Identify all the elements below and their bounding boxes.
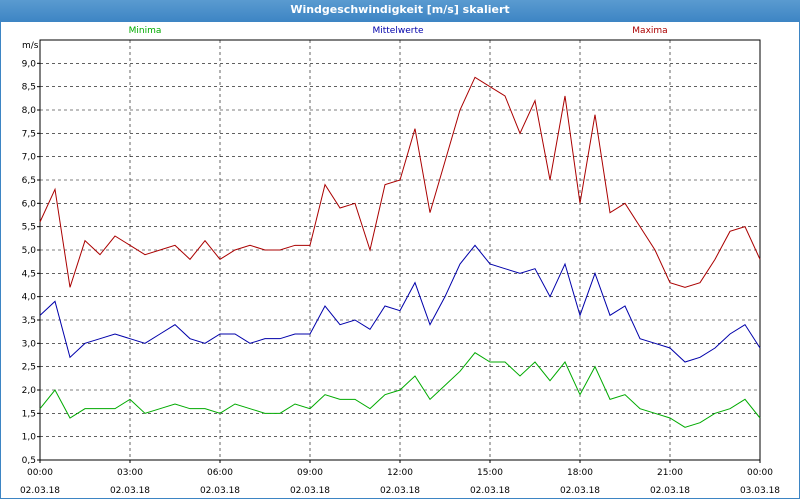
y-tick-label: 8,5: [22, 83, 36, 93]
x-tick-time-label: 09:00: [297, 468, 323, 478]
x-tick-date-label: 02.03.18: [200, 486, 240, 496]
y-tick-label: 7,5: [22, 129, 36, 139]
y-tick-label: 3,5: [22, 316, 36, 326]
x-tick-date-label: 02.03.18: [20, 486, 60, 496]
y-tick-label: 1,5: [22, 409, 36, 419]
x-tick-time-label: 18:00: [567, 468, 593, 478]
series-line-maxima: [39, 76, 761, 288]
x-tick-time-label: 00:00: [27, 468, 53, 478]
y-tick-label: 6,0: [22, 199, 37, 209]
legend-maxima: Maxima: [632, 26, 667, 36]
y-tick-label: 6,5: [22, 176, 36, 186]
x-tick-time-label: 03:00: [117, 468, 143, 478]
y-tick-label: 0,5: [22, 456, 36, 466]
series-line-minima: [39, 352, 761, 428]
x-tick-date-label: 03.03.18: [740, 486, 780, 496]
y-axis-unit-label: m/s: [22, 41, 39, 51]
x-tick-time-label: 06:00: [207, 468, 233, 478]
x-tick-time-label: 00:00: [747, 468, 773, 478]
x-tick-date-label: 02.03.18: [290, 486, 330, 496]
y-tick-label: 5,5: [22, 223, 36, 233]
window-title: Windgeschwindigkeit [m/s] skaliert: [0, 0, 800, 22]
x-tick-time-label: 21:00: [657, 468, 683, 478]
y-tick-label: 2,0: [22, 386, 37, 396]
x-tick-date-label: 02.03.18: [650, 486, 690, 496]
y-tick-label: 3,0: [22, 339, 37, 349]
x-tick-time-label: 15:00: [477, 468, 503, 478]
x-tick-date-label: 02.03.18: [560, 486, 600, 496]
legend-mittelwerte: Mittelwerte: [372, 26, 423, 36]
y-tick-label: 8,0: [22, 106, 37, 116]
x-tick-date-label: 02.03.18: [110, 486, 150, 496]
x-tick-date-label: 02.03.18: [470, 486, 510, 496]
y-tick-label: 1,0: [22, 433, 37, 443]
y-tick-label: 7,0: [22, 153, 37, 163]
y-tick-label: 4,5: [22, 269, 36, 279]
x-tick-time-label: 12:00: [387, 468, 413, 478]
y-tick-label: 5,0: [22, 246, 37, 256]
x-tick-date-label: 02.03.18: [380, 486, 420, 496]
legend-minima: Minima: [129, 26, 162, 36]
y-tick-label: 2,5: [22, 363, 36, 373]
y-tick-label: 9,0: [22, 59, 37, 69]
series-line-mittelwerte: [39, 244, 761, 363]
y-tick-label: 4,0: [22, 293, 37, 303]
